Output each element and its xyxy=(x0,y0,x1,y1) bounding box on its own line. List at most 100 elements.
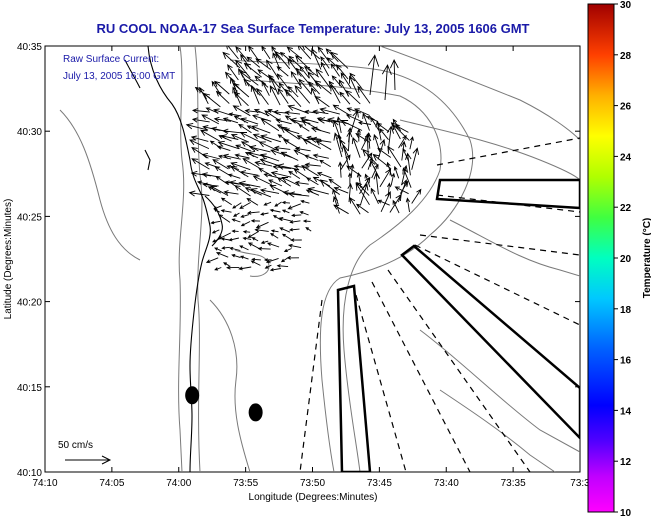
current-arrow xyxy=(302,219,311,223)
current-arrow xyxy=(295,55,312,72)
current-arrow xyxy=(199,129,220,142)
current-arrow xyxy=(202,92,221,108)
coverage-beam xyxy=(435,178,580,210)
current-arrow xyxy=(239,70,259,86)
current-arrow xyxy=(242,158,262,170)
current-arrow xyxy=(392,199,400,214)
x-tick-label: 73:45 xyxy=(367,478,392,489)
current-arrow xyxy=(276,66,289,77)
current-arrow xyxy=(387,145,402,168)
current-arrow xyxy=(350,109,359,133)
current-arrow xyxy=(260,134,282,143)
current-arrow xyxy=(393,165,400,179)
current-arrow xyxy=(330,84,341,104)
colorbar-ticks: 30 28 26 24 22 20 18 16 14 12 10 xyxy=(614,0,632,518)
current-arrow xyxy=(309,136,332,143)
current-arrow xyxy=(263,258,272,262)
current-arrow xyxy=(251,237,259,242)
current-arrow xyxy=(370,159,380,179)
radar-coverage-wedges xyxy=(299,137,580,472)
current-arrow xyxy=(250,219,261,223)
current-arrow xyxy=(268,179,283,187)
y-axis-label: Latitude (Degrees:Minutes) xyxy=(3,199,14,320)
current-arrow xyxy=(319,159,331,168)
current-arrow xyxy=(233,115,249,124)
current-arrow xyxy=(346,130,353,152)
current-arrow xyxy=(326,117,350,125)
coverage-ray xyxy=(419,234,580,256)
plot-area xyxy=(44,45,581,473)
current-arrow xyxy=(333,204,349,215)
current-arrow xyxy=(214,166,230,176)
y-tick-label: 40:10 xyxy=(17,468,42,479)
current-arrow xyxy=(411,188,422,204)
current-arrow xyxy=(212,159,229,170)
current-arrow xyxy=(336,116,342,134)
current-arrow xyxy=(234,153,250,159)
current-arrow xyxy=(238,180,261,188)
current-arrow xyxy=(398,134,407,149)
current-arrow xyxy=(356,172,362,188)
current-arrow xyxy=(224,71,240,89)
coverage-ray xyxy=(371,281,471,472)
current-arrow xyxy=(270,229,279,233)
current-arrow xyxy=(211,229,220,234)
current-arrow xyxy=(199,86,209,105)
current-arrow xyxy=(283,139,300,149)
current-arrow xyxy=(315,140,332,151)
current-arrow xyxy=(244,108,261,114)
current-arrow xyxy=(242,230,251,234)
current-arrow xyxy=(276,264,289,268)
colorbar-tick-label: 28 xyxy=(620,51,632,62)
current-arrow xyxy=(279,51,293,63)
current-arrow xyxy=(250,260,261,266)
colorbar-tick-label: 20 xyxy=(620,254,632,265)
current-arrow xyxy=(278,82,290,97)
current-arrow xyxy=(340,154,351,170)
x-tick-label: 74:10 xyxy=(32,478,57,489)
current-arrow xyxy=(379,168,392,188)
current-arrow xyxy=(232,202,242,209)
current-arrow xyxy=(217,214,231,223)
current-arrow xyxy=(246,125,259,132)
current-arrow xyxy=(340,120,363,131)
current-arrow xyxy=(238,123,252,134)
current-arrow xyxy=(288,55,302,68)
current-arrow xyxy=(402,167,412,188)
current-arrow xyxy=(252,133,272,143)
current-arrow xyxy=(290,238,302,242)
current-arrow xyxy=(288,228,300,232)
current-arrow xyxy=(191,108,210,114)
current-arrow xyxy=(215,175,229,185)
current-arrow xyxy=(247,242,261,250)
colorbar-tick-label: 18 xyxy=(620,305,632,316)
current-arrow xyxy=(274,201,282,207)
current-arrow xyxy=(389,193,402,213)
coverage-ray xyxy=(436,137,580,166)
coverage-ray xyxy=(387,269,531,472)
current-arrow xyxy=(377,199,390,206)
current-arrow xyxy=(370,116,380,131)
current-arrow xyxy=(201,114,220,125)
current-arrow xyxy=(317,46,329,62)
current-arrow xyxy=(270,233,279,239)
current-arrow xyxy=(287,85,299,98)
current-arrow xyxy=(235,46,249,62)
current-arrow xyxy=(189,139,210,150)
current-arrow xyxy=(405,152,412,176)
current-arrow xyxy=(308,81,320,95)
current-arrow xyxy=(220,197,232,206)
current-arrow xyxy=(230,161,251,171)
current-arrow xyxy=(222,117,239,124)
current-arrow xyxy=(270,149,292,158)
x-tick-label: 73:50 xyxy=(300,478,325,489)
current-arrow xyxy=(276,73,289,89)
current-arrow xyxy=(290,70,302,88)
current-arrow xyxy=(333,186,349,194)
current-arrow xyxy=(263,172,279,179)
current-arrow xyxy=(246,56,261,68)
current-arrow xyxy=(269,208,281,213)
current-arrow xyxy=(266,59,280,80)
x-tick-label: 73:40 xyxy=(434,478,459,489)
current-arrow xyxy=(255,221,269,229)
